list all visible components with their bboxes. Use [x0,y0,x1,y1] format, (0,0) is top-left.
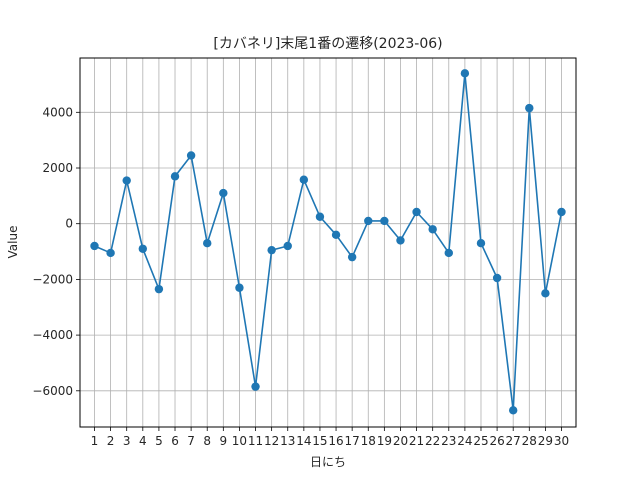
x-tick-label: 12 [264,434,279,448]
data-point [428,225,437,234]
x-tick-label: 29 [538,434,553,448]
x-tick-label: 7 [187,434,195,448]
series-line-layer [94,72,563,412]
data-point [122,176,131,185]
data-point [251,382,260,391]
y-tick-label: −6000 [32,384,73,398]
data-point [557,207,566,217]
data-point [331,230,341,240]
x-tick-label: 8 [203,434,211,448]
x-tick-label: 24 [457,434,472,448]
data-point [380,216,389,226]
x-tick-label: 27 [506,434,521,448]
data-point [541,289,550,298]
x-tick-label: 10 [232,434,247,448]
data-point [203,238,212,248]
x-tick-label: 9 [220,434,228,448]
grid-lines [80,58,576,427]
x-tick-label: 4 [139,434,147,448]
x-tick-label: 28 [522,434,537,448]
data-point [412,207,421,217]
y-tick-label: 0 [65,217,73,231]
x-axis-ticks: 1 2 3 4 5 6 7 8 9 10 11 12 13 14 15 16 17 18 19 20 21 22 23 24 2… [91,427,569,448]
y-axis-ticks: −6000 −4000 −2000 0 2000 4000 [32,105,80,398]
x-tick-label: 3 [123,434,131,448]
data-point [460,69,470,78]
x-tick-label: 19 [377,434,392,448]
data-point [154,284,164,294]
x-tick-label: 23 [441,434,456,448]
x-tick-label: 26 [489,434,504,448]
x-tick-label: 11 [248,434,263,448]
data-point [267,245,276,255]
x-axis-label: 日にち [310,455,346,469]
data-point [283,241,292,251]
data-point [315,212,325,221]
data-point [347,252,357,262]
x-tick-label: 20 [393,434,408,448]
y-tick-label: −4000 [32,328,73,342]
x-tick-label: 21 [409,434,424,448]
x-tick-label: 6 [171,434,179,448]
x-tick-label: 18 [361,434,376,448]
x-tick-label: 14 [296,434,311,448]
data-point [299,175,309,184]
x-tick-label: 15 [312,434,327,448]
x-tick-label: 5 [155,434,163,448]
y-tick-label: 4000 [42,105,73,119]
data-point [106,248,115,258]
data-points [90,69,566,415]
x-tick-label: 2 [107,434,115,448]
data-point [138,244,148,253]
data-point [219,188,228,198]
x-tick-label: 17 [345,434,360,448]
data-point [186,151,196,160]
series-line [94,72,563,412]
x-tick-label: 25 [473,434,488,448]
plot-area-frame [79,57,577,428]
x-tick-label: 16 [328,434,343,448]
data-point [170,172,180,181]
chart-title: [カバネリ]末尾1番の遷移(2023-06) [213,36,442,52]
data-point [492,273,502,283]
y-tick-label: 2000 [42,161,73,175]
data-point [508,406,518,415]
x-tick-label: 22 [425,434,440,448]
x-tick-label: 30 [554,434,569,448]
data-point [525,103,534,113]
x-tick-label: 1 [91,434,99,448]
data-point [396,236,405,245]
data-point [364,216,373,226]
data-point [90,241,99,251]
data-point [444,248,453,258]
data-point [235,283,244,292]
y-tick-label: −2000 [32,272,73,286]
y-axis-label: Value [6,226,20,259]
x-tick-label: 13 [280,434,295,448]
data-point [476,238,486,248]
